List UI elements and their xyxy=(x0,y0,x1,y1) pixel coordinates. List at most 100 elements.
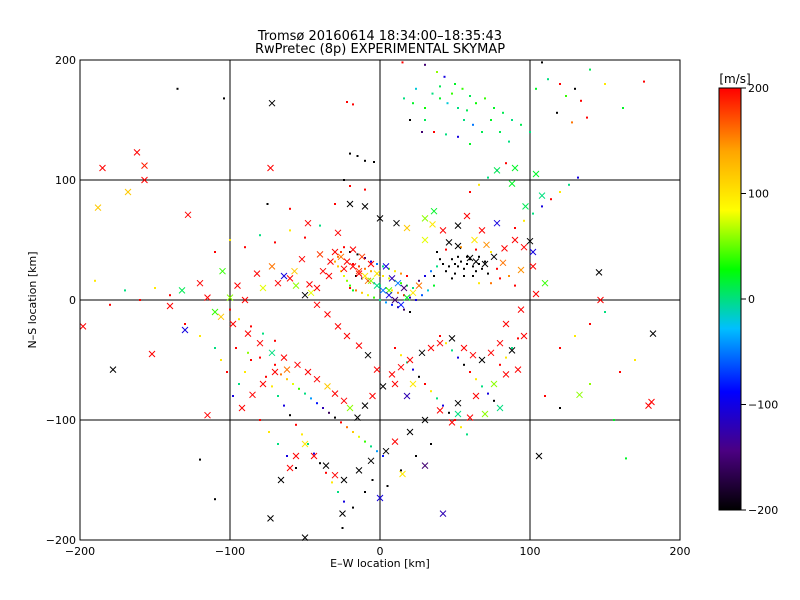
data-point-dot xyxy=(418,279,420,282)
data-point-cross xyxy=(454,242,462,250)
data-point-dot xyxy=(445,342,447,345)
data-point-cross xyxy=(267,515,274,522)
data-point-dot xyxy=(313,452,315,455)
data-point-cross xyxy=(439,510,447,517)
data-point-cross xyxy=(367,260,375,268)
data-point-dot xyxy=(442,263,444,265)
data-point-dot xyxy=(439,97,441,100)
data-point-dot xyxy=(589,383,591,385)
data-point-cross xyxy=(364,351,372,359)
data-point-cross xyxy=(499,259,507,267)
data-point-dot xyxy=(460,426,462,429)
data-point-cross xyxy=(217,313,225,321)
data-point-dot xyxy=(460,246,462,249)
data-point-cross xyxy=(178,287,186,294)
data-point-cross xyxy=(355,342,363,349)
data-point-dot xyxy=(322,407,324,409)
data-point-cross xyxy=(324,311,331,318)
data-point-dot xyxy=(448,265,450,268)
data-point-dot xyxy=(370,445,372,448)
data-point-cross xyxy=(229,320,237,328)
data-point-cross xyxy=(532,290,540,298)
data-point-dot xyxy=(604,83,606,85)
data-point-dot xyxy=(433,284,435,287)
data-point-dot xyxy=(577,176,579,179)
data-point-dot xyxy=(379,299,381,301)
data-point-cross xyxy=(448,335,456,342)
data-point-dot xyxy=(463,275,465,277)
data-point-dot xyxy=(550,198,552,201)
data-point-cross xyxy=(472,392,480,400)
data-point-cross xyxy=(256,339,264,347)
data-point-cross xyxy=(324,383,331,390)
data-point-cross xyxy=(271,368,279,376)
data-point-cross xyxy=(388,275,396,282)
data-point-dot xyxy=(358,435,360,438)
data-point-dot xyxy=(559,191,561,193)
data-point-cross xyxy=(388,371,396,378)
data-point-dot xyxy=(580,99,582,102)
data-point-cross xyxy=(382,263,390,270)
data-point-dot xyxy=(274,241,276,244)
data-point-dot xyxy=(343,275,345,277)
data-point-dot xyxy=(292,383,294,385)
data-point-dot xyxy=(337,491,339,493)
data-point-dot xyxy=(511,347,513,349)
colorbar xyxy=(718,87,742,511)
data-point-dot xyxy=(445,133,447,136)
data-point-dot xyxy=(259,419,261,421)
data-point-dot xyxy=(604,311,606,313)
data-point-dot xyxy=(439,85,441,88)
data-point-cross xyxy=(181,326,189,334)
data-point-cross xyxy=(439,227,447,234)
data-point-cross xyxy=(490,380,498,388)
data-point-cross xyxy=(241,296,249,304)
data-point-dot xyxy=(586,116,588,119)
data-point-cross xyxy=(429,221,436,228)
data-point-dot xyxy=(238,318,240,321)
data-point-cross xyxy=(313,284,321,292)
data-point-dot xyxy=(412,102,414,105)
data-point-dot xyxy=(346,101,348,103)
data-point-dot xyxy=(409,119,411,121)
data-point-cross xyxy=(496,404,504,412)
data-point-cross xyxy=(339,510,346,517)
data-point-cross xyxy=(399,470,406,478)
data-point-dot xyxy=(439,335,441,337)
data-point-dot xyxy=(373,161,375,163)
data-point-dot xyxy=(319,224,321,227)
data-point-dot xyxy=(478,282,480,285)
data-point-dot xyxy=(349,284,351,287)
data-point-dot xyxy=(547,78,549,81)
data-point-cross xyxy=(535,452,543,460)
data-point-dot xyxy=(367,294,369,297)
data-point-dot xyxy=(472,275,474,277)
data-point-dot xyxy=(445,270,447,273)
x-tick-label: −200 xyxy=(65,545,95,558)
data-point-cross xyxy=(403,224,411,232)
data-point-dot xyxy=(523,219,525,222)
data-point-cross xyxy=(454,410,462,418)
data-point-cross xyxy=(304,219,312,227)
data-point-dot xyxy=(454,83,456,85)
data-point-dot xyxy=(424,107,426,109)
data-point-dot xyxy=(358,265,360,268)
data-point-cross xyxy=(454,222,462,229)
data-point-dot xyxy=(544,395,546,397)
data-point-dot xyxy=(457,356,459,359)
data-point-dot xyxy=(340,251,342,253)
data-point-dot xyxy=(364,267,366,270)
data-point-dot xyxy=(451,277,453,280)
data-point-dot xyxy=(250,359,252,361)
data-point-dot xyxy=(244,371,246,373)
data-point-dot xyxy=(472,123,474,126)
data-point-dot xyxy=(508,275,510,277)
data-point-cross xyxy=(373,366,381,373)
data-point-dot xyxy=(487,272,489,275)
data-point-dot xyxy=(619,371,621,373)
data-point-cross xyxy=(532,170,540,178)
data-point-cross xyxy=(522,203,529,210)
data-point-cross xyxy=(109,366,117,373)
data-point-dot xyxy=(337,265,339,268)
data-point-dot xyxy=(382,275,384,277)
